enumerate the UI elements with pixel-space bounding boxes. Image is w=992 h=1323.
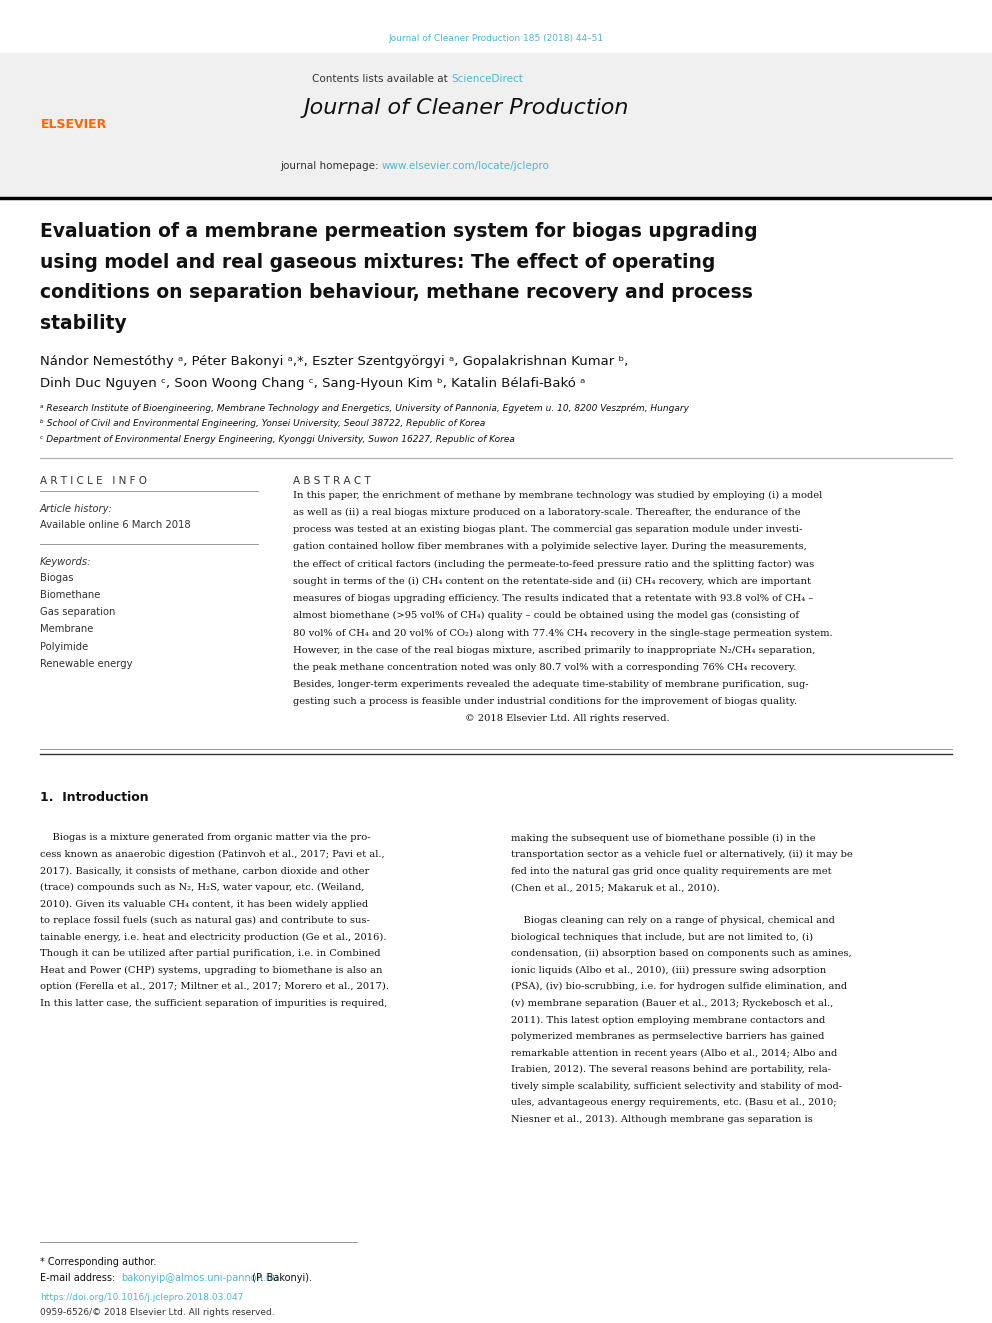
Text: ᵇ School of Civil and Environmental Engineering, Yonsei University, Seoul 38722,: ᵇ School of Civil and Environmental Engi… [40, 419, 485, 429]
Text: www.elsevier.com/locate/jclepro: www.elsevier.com/locate/jclepro [382, 161, 550, 172]
Text: gation contained hollow fiber membranes with a polyimide selective layer. During: gation contained hollow fiber membranes … [293, 542, 806, 552]
Text: fed into the natural gas grid once quality requirements are met: fed into the natural gas grid once quali… [511, 867, 831, 876]
Text: Nándor Nemestóthy ᵃ, Péter Bakonyi ᵃ,*, Eszter Szentgyörgyi ᵃ, Gopalakrishnan Ku: Nándor Nemestóthy ᵃ, Péter Bakonyi ᵃ,*, … [40, 355, 628, 368]
Text: almost biomethane (>95 vol% of CH₄) quality – could be obtained using the model : almost biomethane (>95 vol% of CH₄) qual… [293, 611, 799, 620]
Text: Contents lists available at: Contents lists available at [312, 74, 451, 85]
Text: However, in the case of the real biogas mixture, ascribed primarily to inappropr: However, in the case of the real biogas … [293, 646, 815, 655]
Text: Though it can be utilized after partial purification, i.e. in Combined: Though it can be utilized after partial … [40, 949, 380, 958]
Text: using model and real gaseous mixtures: The effect of operating: using model and real gaseous mixtures: T… [40, 253, 715, 271]
Text: (v) membrane separation (Bauer et al., 2013; Ryckebosch et al.,: (v) membrane separation (Bauer et al., 2… [511, 999, 833, 1008]
Text: Evaluation of a membrane permeation system for biogas upgrading: Evaluation of a membrane permeation syst… [40, 222, 757, 241]
Text: as well as (ii) a real biogas mixture produced on a laboratory-scale. Thereafter: as well as (ii) a real biogas mixture pr… [293, 508, 801, 517]
Text: (PSA), (iv) bio-scrubbing, i.e. for hydrogen sulfide elimination, and: (PSA), (iv) bio-scrubbing, i.e. for hydr… [511, 982, 847, 991]
Text: 2010). Given its valuable CH₄ content, it has been widely applied: 2010). Given its valuable CH₄ content, i… [40, 900, 368, 909]
Text: stability: stability [40, 314, 126, 332]
Text: ELSEVIER: ELSEVIER [42, 118, 107, 131]
Text: In this paper, the enrichment of methane by membrane technology was studied by e: In this paper, the enrichment of methane… [293, 491, 822, 500]
Text: process was tested at an existing biogas plant. The commercial gas separation mo: process was tested at an existing biogas… [293, 525, 803, 534]
FancyBboxPatch shape [0, 53, 992, 196]
Text: Renewable energy: Renewable energy [40, 659, 132, 669]
Text: ᶜ Department of Environmental Energy Engineering, Kyonggi University, Suwon 1622: ᶜ Department of Environmental Energy Eng… [40, 435, 515, 445]
Text: https://doi.org/10.1016/j.jclepro.2018.03.047: https://doi.org/10.1016/j.jclepro.2018.0… [40, 1293, 243, 1302]
Text: tainable energy, i.e. heat and electricity production (Ge et al., 2016).: tainable energy, i.e. heat and electrici… [40, 933, 386, 942]
Text: making the subsequent use of biomethane possible (i) in the: making the subsequent use of biomethane … [511, 833, 815, 843]
Text: tively simple scalability, sufficient selectivity and stability of mod-: tively simple scalability, sufficient se… [511, 1081, 842, 1090]
Text: gesting such a process is feasible under industrial conditions for the improveme: gesting such a process is feasible under… [293, 697, 797, 706]
Text: A B S T R A C T: A B S T R A C T [293, 476, 370, 487]
Text: bakonyip@almos.uni-pannon.hu: bakonyip@almos.uni-pannon.hu [121, 1273, 279, 1283]
Text: conditions on separation behaviour, methane recovery and process: conditions on separation behaviour, meth… [40, 283, 753, 302]
Text: 2011). This latest option employing membrane contactors and: 2011). This latest option employing memb… [511, 1015, 825, 1024]
Text: Biogas: Biogas [40, 573, 73, 583]
Text: (trace) compounds such as N₂, H₂S, water vapour, etc. (Weiland,: (trace) compounds such as N₂, H₂S, water… [40, 882, 364, 892]
Text: ᵃ Research Institute of Bioengineering, Membrane Technology and Energetics, Univ: ᵃ Research Institute of Bioengineering, … [40, 404, 688, 413]
Text: Heat and Power (CHP) systems, upgrading to biomethane is also an: Heat and Power (CHP) systems, upgrading … [40, 966, 382, 975]
Text: 80 vol% of CH₄ and 20 vol% of CO₂) along with 77.4% CH₄ recovery in the single-s: 80 vol% of CH₄ and 20 vol% of CO₂) along… [293, 628, 832, 638]
Text: the effect of critical factors (including the permeate-to-feed pressure ratio an: the effect of critical factors (includin… [293, 560, 813, 569]
Text: sought in terms of the (i) CH₄ content on the retentate-side and (ii) CH₄ recove: sought in terms of the (i) CH₄ content o… [293, 577, 810, 586]
Text: Gas separation: Gas separation [40, 607, 115, 618]
Text: Biogas cleaning can rely on a range of physical, chemical and: Biogas cleaning can rely on a range of p… [511, 916, 834, 925]
Text: ules, advantageous energy requirements, etc. (Basu et al., 2010;: ules, advantageous energy requirements, … [511, 1098, 836, 1107]
Text: E-mail address:: E-mail address: [40, 1273, 118, 1283]
Text: Niesner et al., 2013). Although membrane gas separation is: Niesner et al., 2013). Although membrane… [511, 1114, 812, 1123]
Text: 0959-6526/© 2018 Elsevier Ltd. All rights reserved.: 0959-6526/© 2018 Elsevier Ltd. All right… [40, 1308, 275, 1318]
Text: Keywords:: Keywords: [40, 557, 91, 568]
Text: biological techniques that include, but are not limited to, (i): biological techniques that include, but … [511, 933, 813, 942]
Text: measures of biogas upgrading efficiency. The results indicated that a retentate : measures of biogas upgrading efficiency.… [293, 594, 813, 603]
Text: Besides, longer-term experiments revealed the adequate time-stability of membran: Besides, longer-term experiments reveale… [293, 680, 808, 689]
Text: journal homepage:: journal homepage: [280, 161, 382, 172]
Text: 1.  Introduction: 1. Introduction [40, 791, 149, 804]
Text: Available online 6 March 2018: Available online 6 March 2018 [40, 520, 190, 531]
Text: Biomethane: Biomethane [40, 590, 100, 601]
Text: A R T I C L E   I N F O: A R T I C L E I N F O [40, 476, 147, 487]
Text: Journal of Cleaner Production: Journal of Cleaner Production [304, 98, 629, 118]
Text: ionic liquids (Albo et al., 2010), (iii) pressure swing adsorption: ionic liquids (Albo et al., 2010), (iii)… [511, 966, 826, 975]
Text: Article history:: Article history: [40, 504, 112, 515]
Text: condensation, (ii) absorption based on components such as amines,: condensation, (ii) absorption based on c… [511, 949, 851, 958]
Text: cess known as anaerobic digestion (Patinvoh et al., 2017; Pavi et al.,: cess known as anaerobic digestion (Patin… [40, 849, 384, 859]
Text: Biogas is a mixture generated from organic matter via the pro-: Biogas is a mixture generated from organ… [40, 833, 370, 843]
Text: (P. Bakonyi).: (P. Bakonyi). [249, 1273, 311, 1283]
Text: option (Ferella et al., 2017; Miltner et al., 2017; Morero et al., 2017).: option (Ferella et al., 2017; Miltner et… [40, 982, 389, 991]
Text: Irabien, 2012). The several reasons behind are portability, rela-: Irabien, 2012). The several reasons behi… [511, 1065, 831, 1074]
Text: 2017). Basically, it consists of methane, carbon dioxide and other: 2017). Basically, it consists of methane… [40, 867, 369, 876]
Text: remarkable attention in recent years (Albo et al., 2014; Albo and: remarkable attention in recent years (Al… [511, 1048, 837, 1057]
Text: Membrane: Membrane [40, 624, 93, 635]
Text: * Corresponding author.: * Corresponding author. [40, 1257, 156, 1267]
Text: to replace fossil fuels (such as natural gas) and contribute to sus-: to replace fossil fuels (such as natural… [40, 916, 370, 925]
Text: Journal of Cleaner Production 185 (2018) 44–51: Journal of Cleaner Production 185 (2018)… [389, 34, 603, 44]
Text: the peak methane concentration noted was only 80.7 vol% with a corresponding 76%: the peak methane concentration noted was… [293, 663, 796, 672]
Text: polymerized membranes as permselective barriers has gained: polymerized membranes as permselective b… [511, 1032, 824, 1041]
Text: (Chen et al., 2015; Makaruk et al., 2010).: (Chen et al., 2015; Makaruk et al., 2010… [511, 882, 719, 892]
Text: Dinh Duc Nguyen ᶜ, Soon Woong Chang ᶜ, Sang-Hyoun Kim ᵇ, Katalin Bélafi-Bakó ᵃ: Dinh Duc Nguyen ᶜ, Soon Woong Chang ᶜ, S… [40, 377, 585, 390]
Text: transportation sector as a vehicle fuel or alternatively, (ii) it may be: transportation sector as a vehicle fuel … [511, 849, 853, 859]
Text: © 2018 Elsevier Ltd. All rights reserved.: © 2018 Elsevier Ltd. All rights reserved… [293, 714, 670, 724]
Text: In this latter case, the sufficient separation of impurities is required,: In this latter case, the sufficient sepa… [40, 999, 387, 1008]
Text: Polyimide: Polyimide [40, 642, 88, 652]
Text: ScienceDirect: ScienceDirect [451, 74, 523, 85]
